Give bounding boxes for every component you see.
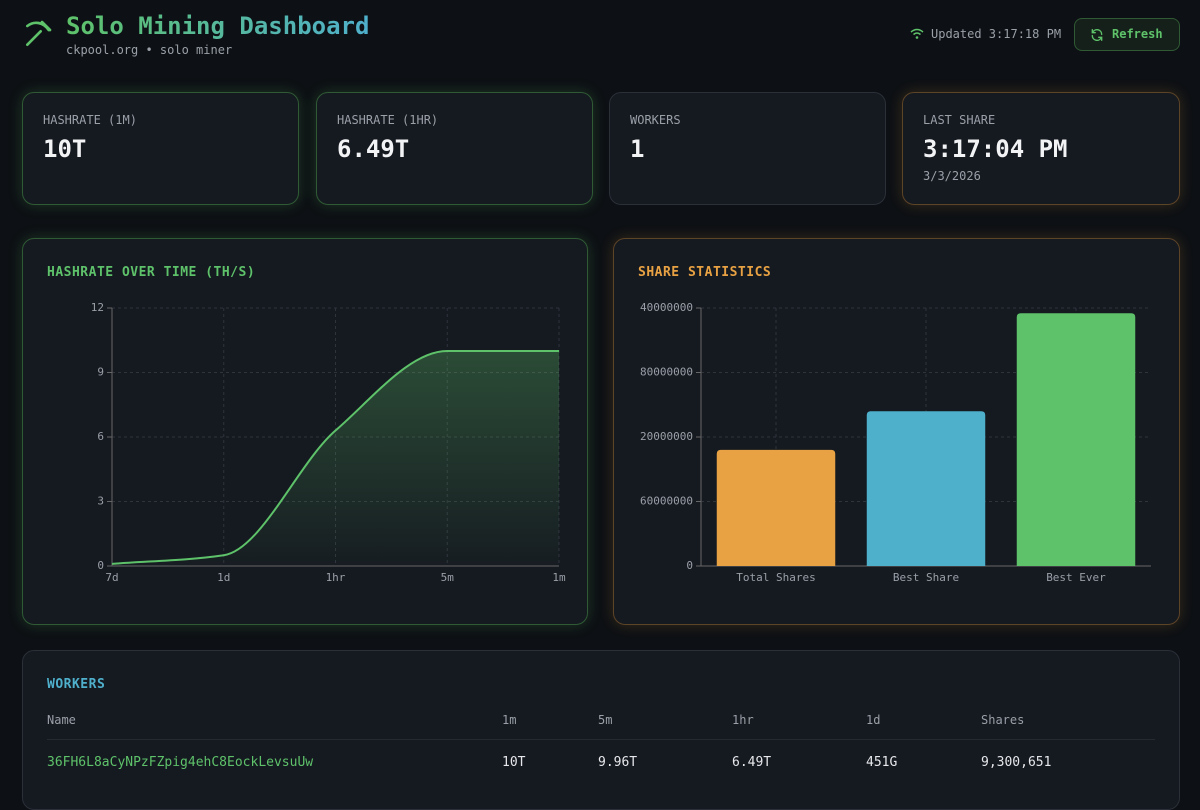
- subtitle: ckpool.org • solo miner: [66, 43, 233, 57]
- table-cell: 6.49T: [732, 755, 772, 770]
- column-header: 1d: [866, 713, 881, 727]
- chart-title: SHARE STATISTICS: [638, 265, 772, 280]
- refresh-button[interactable]: Refresh: [1074, 18, 1180, 51]
- stat-label: HASHRATE (1M): [43, 113, 137, 127]
- stat-value: 6.49T: [337, 135, 410, 163]
- y-tick-label: 12: [91, 301, 104, 314]
- stat-label: WORKERS: [630, 113, 681, 127]
- stat-value: 3:17:04 PM: [923, 135, 1068, 163]
- bar: [866, 411, 986, 566]
- column-header: Shares: [981, 713, 1025, 727]
- table-title: WORKERS: [47, 677, 106, 692]
- x-tick-label: Best Ever: [1046, 571, 1106, 584]
- chart-title: HASHRATE OVER TIME (TH/S): [47, 265, 256, 280]
- stat-label: LAST SHARE: [923, 113, 996, 127]
- stat-card: WORKERS 1: [609, 92, 886, 205]
- table-cell: 10T: [502, 755, 526, 770]
- chart: 0 3 6 9 12 7d 1d 1hr 5m 1m: [91, 301, 566, 584]
- x-tick-label: 1m: [552, 571, 566, 584]
- y-tick-label: 60000000: [640, 495, 693, 508]
- refresh-icon: [1091, 28, 1103, 42]
- x-tick-label: 1hr: [326, 571, 346, 584]
- bar: [716, 449, 836, 566]
- stat-value: 1: [630, 135, 645, 163]
- workers-card: WORKERS Name 1m 5m 1hr 1d Shares 36FH6L8aCyNPz…: [22, 650, 1180, 810]
- column-header: 5m: [598, 713, 613, 727]
- wifi-icon: [910, 28, 924, 39]
- stat-card: LAST SHARE 3:17:04 PM 3/3/2026: [902, 92, 1180, 205]
- update-status: Updated 3:17:18 PM: [931, 27, 1062, 41]
- pickaxe-icon: [26, 20, 52, 46]
- y-tick-label: 6: [97, 430, 104, 443]
- y-tick-label: 3: [97, 495, 104, 508]
- chart-card: HASHRATE OVER TIME (TH/S) 0 3 6 9 12 7d 1d 1hr 5…: [22, 238, 588, 625]
- y-tick-label: 0: [97, 559, 104, 572]
- table-cell: 9.96T: [598, 755, 638, 770]
- x-tick-label: Best Share: [893, 571, 959, 584]
- y-tick-label: 0: [686, 559, 693, 572]
- area: [112, 351, 559, 566]
- stat-value: 10T: [43, 135, 87, 163]
- column-header: 1m: [502, 713, 517, 727]
- x-tick-label: Total Shares: [736, 571, 815, 584]
- refresh-label: Refresh: [1112, 27, 1163, 41]
- stat-card: HASHRATE (1HR) 6.49T: [316, 92, 593, 205]
- chart-card: SHARE STATISTICS 0 60000000 20000000 800000…: [613, 238, 1180, 625]
- y-tick-label: 40000000: [640, 301, 693, 314]
- x-tick-label: 1d: [217, 571, 230, 584]
- line: [111, 350, 559, 565]
- column-header: 1hr: [732, 713, 754, 727]
- table-cell: 36FH6L8aCyNPzFZpig4ehC8EockLevsuUw: [47, 755, 314, 770]
- x-tick-label: 5m: [441, 571, 455, 584]
- stat-card: HASHRATE (1M) 10T: [22, 92, 299, 205]
- title: Solo Mining Dashboard: [66, 12, 370, 40]
- x-tick-label: 7d: [105, 571, 118, 584]
- y-tick-label: 80000000: [640, 366, 693, 379]
- stat-sub: 3/3/2026: [923, 169, 981, 183]
- stat-label: HASHRATE (1HR): [337, 113, 439, 127]
- table-cell: 9,300,651: [981, 755, 1052, 770]
- table-cell: 451G: [866, 755, 898, 770]
- page: Solo Mining Dashboard ckpool.org • solo …: [22, 12, 1180, 810]
- y-tick-label: 9: [97, 366, 104, 379]
- y-tick-label: 20000000: [640, 430, 693, 443]
- row-divider: [47, 739, 1155, 740]
- column-header: Name: [47, 713, 76, 727]
- chart: 0 60000000 20000000 80000000 40000000 Total S…: [640, 301, 1151, 584]
- bar: [1016, 313, 1136, 566]
